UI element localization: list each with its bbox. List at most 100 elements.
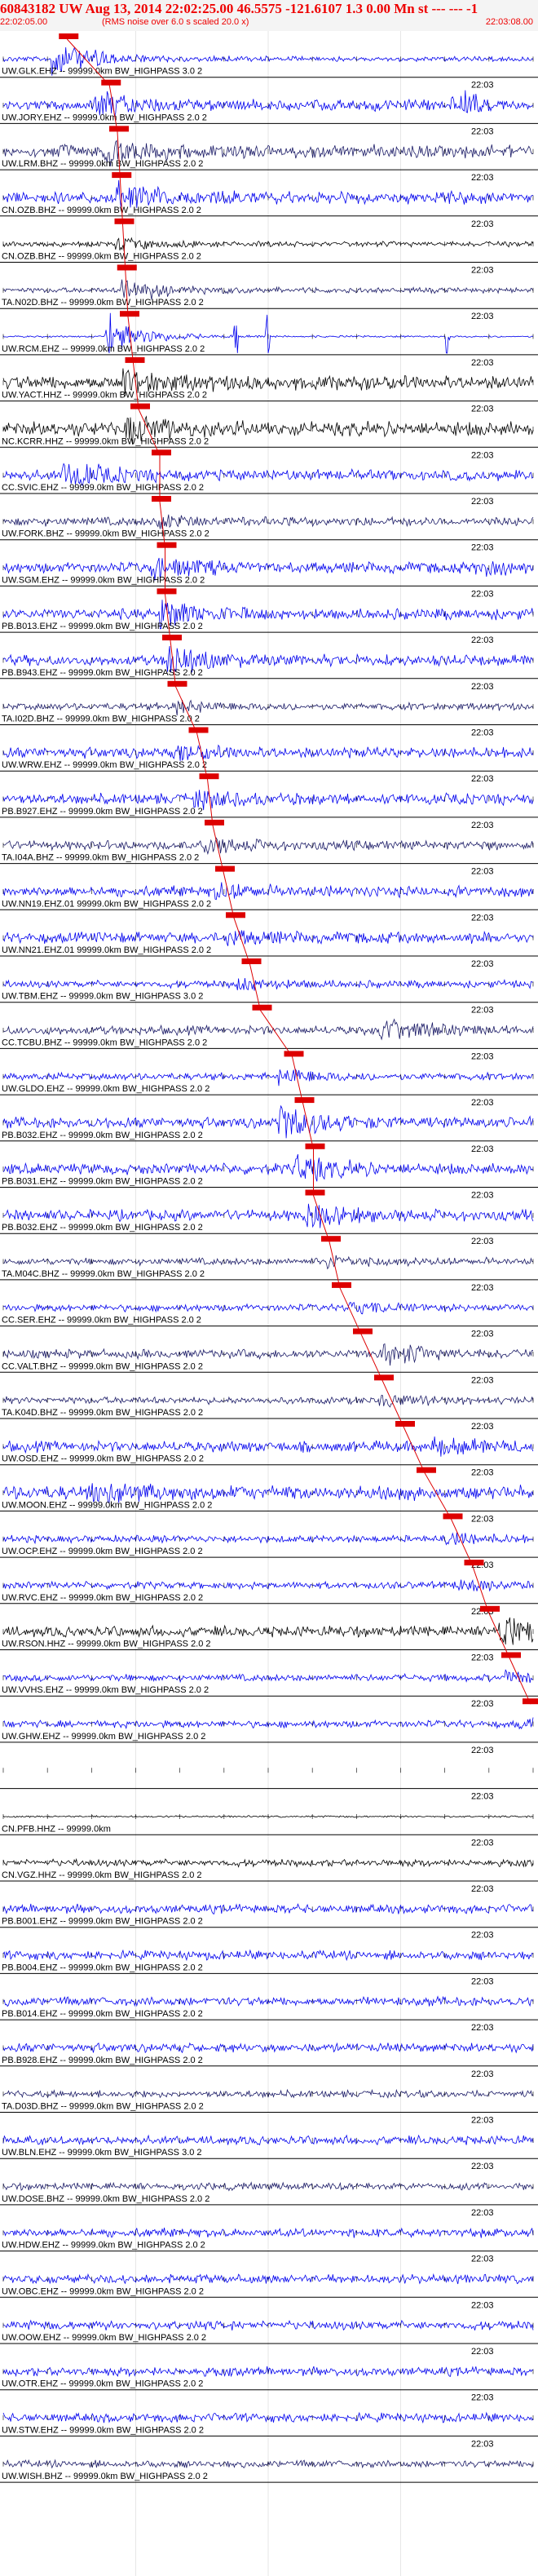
- station-label: PB.B004.EHZ -- 99999.0km BW_HIGHPASS 2.0…: [2, 1963, 203, 1972]
- minute-marker-label: 22:03: [471, 266, 494, 276]
- pick-marker: [395, 1421, 415, 1427]
- station-label: TA.D03D.BHZ -- 99999.0km BW_HIGHPASS 2.0…: [2, 2102, 204, 2112]
- pick-marker: [215, 865, 235, 872]
- minute-marker-label: 22:03: [471, 1884, 494, 1894]
- pick-marker: [241, 958, 262, 964]
- pick-marker: [480, 1605, 500, 1612]
- station-label: UW.GLDO.EHZ -- 99999.0km BW_HIGHPASS 2.0…: [2, 1084, 209, 1094]
- pick-marker: [162, 635, 182, 641]
- minute-marker-label: 22:03: [471, 81, 494, 91]
- station-label: UW.RCM.EHZ -- 99999.0km BW_HIGHPASS 2.0 …: [2, 344, 205, 354]
- pick-marker: [294, 1097, 315, 1104]
- minute-marker-label: 22:03: [471, 312, 494, 321]
- station-label: UW.WISH.BHZ -- 99999.0km BW_HIGHPASS 2.0…: [2, 2472, 208, 2481]
- station-label: UW.VVHS.EHZ -- 99999.0km BW_HIGHPASS 2.0…: [2, 1685, 209, 1695]
- minute-marker-label: 22:03: [471, 2162, 494, 2171]
- station-label: PB.B014.EHZ -- 99999.0km BW_HIGHPASS 2.0…: [2, 2009, 203, 2019]
- minute-marker-label: 22:03: [471, 1746, 494, 1755]
- minute-marker-label: 22:03: [471, 1468, 494, 1478]
- pick-marker: [109, 126, 129, 132]
- pick-marker: [152, 449, 171, 456]
- pick-marker: [188, 727, 209, 733]
- minute-marker-label: 22:03: [471, 543, 494, 553]
- station-label: UW.FORK.BHZ -- 99999.0km BW_HIGHPASS 2.0…: [2, 529, 209, 539]
- station-label: TA.I04A.BHZ -- 99999.0km BW_HIGHPASS 2.0…: [2, 853, 199, 863]
- minute-marker-label: 22:03: [471, 450, 494, 460]
- station-label: UW.OCP.EHZ -- 99999.0km BW_HIGHPASS 2.0 …: [2, 1547, 203, 1556]
- station-label: NC.KCRR.HHZ -- 99999.0km BW_HIGHPASS 2.0…: [2, 436, 209, 446]
- pick-marker: [157, 588, 177, 595]
- minute-marker-label: 22:03: [471, 1792, 494, 1802]
- station-label: TA.K04D.BHZ -- 99999.0km BW_HIGHPASS 2.0…: [2, 1408, 203, 1418]
- station-label: PB.B031.EHZ -- 99999.0km BW_HIGHPASS 2.0…: [2, 1177, 203, 1187]
- station-label: TA.I02D.BHZ -- 99999.0km BW_HIGHPASS 2.0…: [2, 715, 200, 724]
- minute-marker-label: 22:03: [471, 1931, 494, 1941]
- station-label: CC.VALT.BHZ -- 99999.0km BW_HIGHPASS 2.0…: [2, 1361, 203, 1371]
- minute-marker-label: 22:03: [471, 2208, 494, 2218]
- minute-marker-label: 22:03: [471, 589, 494, 599]
- station-label: UW.NN21.EHZ.01 99999.0km BW_HIGHPASS 2.0…: [2, 945, 211, 955]
- pick-marker: [321, 1236, 341, 1242]
- minute-marker-label: 22:03: [471, 1144, 494, 1154]
- pick-marker: [417, 1467, 436, 1473]
- minute-marker-label: 22:03: [471, 126, 494, 136]
- station-label: PB.B032.EHZ -- 99999.0km BW_HIGHPASS 2.0…: [2, 1223, 203, 1233]
- pick-marker: [523, 1698, 538, 1705]
- pick-marker: [117, 264, 137, 271]
- minute-marker-label: 22:03: [471, 2439, 494, 2449]
- station-label: UW.TBM.EHZ -- 99999.0km BW_HIGHPASS 3.0 …: [2, 992, 203, 1002]
- event-title: 60843182 UW Aug 13, 2014 22:02:25.00 46.…: [0, 1, 478, 16]
- station-label: UW.LRM.BHZ -- 99999.0km BW_HIGHPASS 2.0 …: [2, 159, 203, 169]
- station-label: PB.B943.EHZ -- 99999.0km BW_HIGHPASS 2.0…: [2, 668, 203, 678]
- pick-marker: [199, 773, 219, 780]
- station-label: UW.RSON.HHZ -- 99999.0km BW_HIGHPASS 2.0…: [2, 1640, 211, 1649]
- minute-marker-label: 22:03: [471, 1375, 494, 1385]
- minute-marker-label: 22:03: [471, 173, 494, 183]
- minute-marker-label: 22:03: [471, 1283, 494, 1293]
- station-label: PB.B928.EHZ -- 99999.0km BW_HIGHPASS 2.0…: [2, 2056, 203, 2065]
- pick-marker: [101, 79, 121, 86]
- moveout-line: [66, 38, 531, 1705]
- minute-marker-label: 22:03: [471, 1976, 494, 1986]
- minute-marker-label: 22:03: [471, 913, 494, 923]
- station-label: UW.GLK.EHZ -- 99999.0km BW_HIGHPASS 3.0 …: [2, 67, 202, 77]
- minute-marker-label: 22:03: [471, 497, 494, 507]
- minute-marker-label: 22:03: [471, 358, 494, 368]
- pick-marker: [501, 1652, 521, 1658]
- station-label: UW.OBC.EHZ -- 99999.0km BW_HIGHPASS 2.0 …: [2, 2286, 204, 2296]
- pick-marker: [305, 1189, 325, 1196]
- station-label: PB.B001.EHZ -- 99999.0km BW_HIGHPASS 2.0…: [2, 1917, 203, 1927]
- minute-marker-label: 22:03: [471, 1051, 494, 1061]
- station-label: PB.B032.EHZ -- 99999.0km BW_HIGHPASS 2.0…: [2, 1131, 203, 1140]
- pick-marker: [114, 218, 134, 224]
- pick-marker: [167, 680, 187, 687]
- minute-marker-label: 22:03: [471, 1191, 494, 1201]
- station-label: CC.SER.EHZ -- 99999.0km BW_HIGHPASS 2.0 …: [2, 1316, 201, 1326]
- noise-subtitle: (RMS noise over 6.0 s scaled 20.0 x): [102, 17, 249, 27]
- pick-marker: [112, 172, 132, 179]
- minute-marker-label: 22:03: [471, 821, 494, 830]
- station-label: UW.BLN.EHZ -- 99999.0km BW_HIGHPASS 3.0 …: [2, 2148, 202, 2158]
- minute-marker-label: 22:03: [471, 728, 494, 738]
- station-label: UW.OOW.EHZ -- 99999.0km BW_HIGHPASS 2.0 …: [2, 2333, 206, 2343]
- pick-marker: [353, 1328, 373, 1334]
- station-label: CN.OZB.BHZ -- 99999.0km BW_HIGHPASS 2.0 …: [2, 252, 201, 262]
- minute-marker-label: 22:03: [471, 2116, 494, 2126]
- station-label: CN.OZB.BHZ -- 99999.0km BW_HIGHPASS 2.0 …: [2, 206, 201, 215]
- minute-marker-label: 22:03: [471, 1330, 494, 1339]
- minute-marker-label: 22:03: [471, 1237, 494, 1246]
- station-label: CC.SVIC.EHZ -- 99999.0km BW_HIGHPASS 2.0…: [2, 483, 204, 493]
- pick-marker: [125, 356, 145, 363]
- pick-marker: [130, 403, 150, 409]
- station-label: TA.M04C.BHZ -- 99999.0km BW_HIGHPASS 2.0…: [2, 1269, 205, 1279]
- pick-marker: [59, 33, 79, 39]
- pick-marker: [464, 1560, 484, 1566]
- station-label: UW.HDW.EHZ -- 99999.0km BW_HIGHPASS 2.0 …: [2, 2241, 205, 2251]
- minute-marker-label: 22:03: [471, 635, 494, 645]
- station-label: UW.YACT.HHZ -- 99999.0km BW_HIGHPASS 2.0…: [2, 391, 207, 401]
- pick-marker: [252, 1004, 272, 1011]
- station-label: UW.MOON.EHZ -- 99999.0km BW_HIGHPASS 2.0…: [2, 1500, 212, 1510]
- minute-marker-label: 22:03: [471, 2347, 494, 2357]
- minute-marker-label: 22:03: [471, 2069, 494, 2079]
- minute-marker-label: 22:03: [471, 959, 494, 969]
